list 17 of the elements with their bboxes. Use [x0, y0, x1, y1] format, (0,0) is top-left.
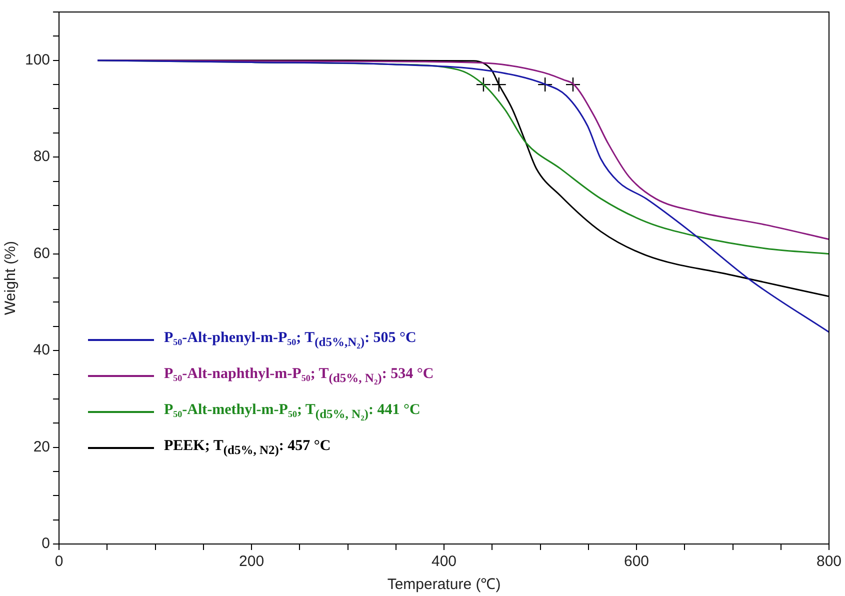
y-tick-label: 100 — [24, 52, 50, 69]
y-tick-label: 60 — [33, 244, 50, 262]
x-tick-label: 200 — [239, 553, 264, 570]
x-tick-label: 0 — [54, 553, 64, 570]
legend-label: P₅₀-Alt-methyl-m-P₅₀; T$_{(d5%, N₂)}$: 441 °C — [164, 402, 420, 422]
legend-label: PEEK; T$_{(d5%, N2)}$: 457 °C — [164, 438, 331, 458]
legend-label: P₅₀-Alt-naphthyl-m-P₅₀; T$_{(d5%, N₂)}$: 534 °C — [164, 366, 434, 386]
legend-label: P₅₀-Alt-phenyl-m-P₅₀; T$_{(d5%,N₂)}$: 505 °C — [164, 330, 416, 350]
x-axis-title: Temperature (℃) — [387, 576, 501, 594]
y-tick-label: 20 — [33, 438, 50, 456]
x-tick-label: 800 — [816, 553, 842, 570]
y-axis-title: Weight (%) — [2, 241, 20, 315]
y-tick-label: 0 — [42, 535, 50, 552]
x-tick-label: 600 — [624, 553, 650, 570]
x-tick-label: 400 — [432, 553, 457, 570]
y-tick-label: 80 — [33, 148, 50, 166]
y-tick-label: 40 — [33, 342, 50, 359]
